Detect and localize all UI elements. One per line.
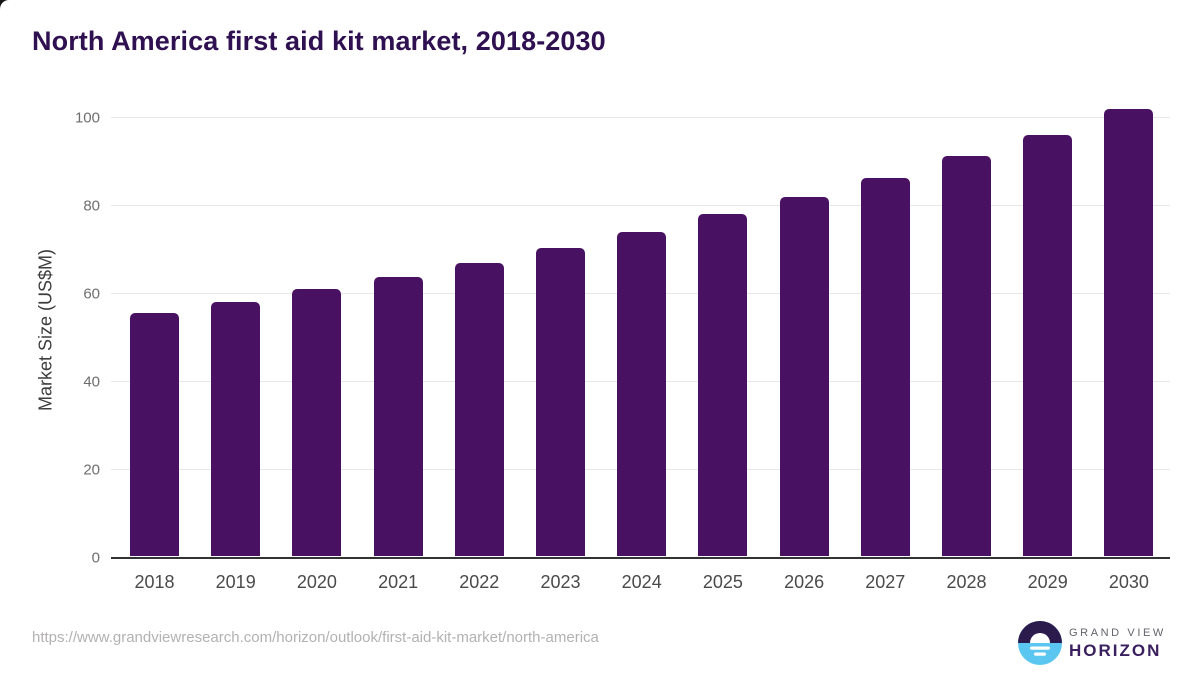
bar-2024 (617, 231, 667, 557)
x-axis-label: 2026 (784, 572, 825, 592)
chart-title: North America first aid kit market, 2018… (32, 26, 606, 56)
x-axis-label: 2028 (946, 572, 987, 592)
bar-2028 (942, 156, 991, 557)
gridline (111, 116, 1170, 118)
brand-name-horizon: HORIZON (1069, 640, 1162, 660)
y-axis-tick-label: 0 (91, 549, 100, 566)
x-axis-label: 2030 (1108, 572, 1149, 592)
y-axis-tick-label: 80 (83, 197, 100, 214)
bar-2018 (130, 312, 179, 557)
y-axis-tick-label: 60 (83, 285, 100, 302)
y-axis-tick-label: 100 (74, 109, 100, 126)
y-axis-tick-label: 40 (83, 373, 100, 390)
bar-2020 (292, 288, 342, 557)
bar-2030 (1104, 108, 1154, 557)
x-axis-label: 2025 (702, 572, 743, 592)
x-axis-label: 2024 (621, 572, 662, 592)
y-axis-tick-label: 20 (83, 461, 100, 478)
bar-2025 (698, 214, 748, 557)
corner-mask (0, 0, 26, 26)
source-url: https://www.grandviewresearch.com/horizo… (32, 629, 599, 646)
gridline (111, 204, 1170, 206)
brand-name-grand-view: GRAND VIEW (1069, 626, 1166, 639)
x-axis-label: 2020 (296, 572, 337, 592)
bar-2021 (373, 276, 423, 557)
x-axis-label: 2023 (540, 572, 581, 592)
bar-2027 (860, 177, 910, 557)
bar-2022 (454, 262, 504, 557)
brand-logo-text: GRAND VIEW HORIZON (1069, 627, 1166, 660)
bar-2029 (1023, 134, 1073, 557)
x-axis-label: 2021 (378, 572, 419, 592)
x-axis-line (111, 556, 1170, 559)
brand-logo: GRAND VIEW HORIZON (1018, 621, 1166, 665)
x-axis-label: 2019 (215, 572, 256, 592)
horizon-sunset-circle-icon (1018, 621, 1062, 665)
bar-2023 (536, 247, 585, 557)
bar-2026 (779, 196, 829, 557)
x-axis-label: 2022 (459, 572, 500, 592)
x-axis-label: 2018 (134, 572, 175, 592)
x-axis-label: 2029 (1027, 572, 1068, 592)
x-axis-label: 2027 (865, 572, 906, 592)
bar-2019 (211, 301, 261, 557)
